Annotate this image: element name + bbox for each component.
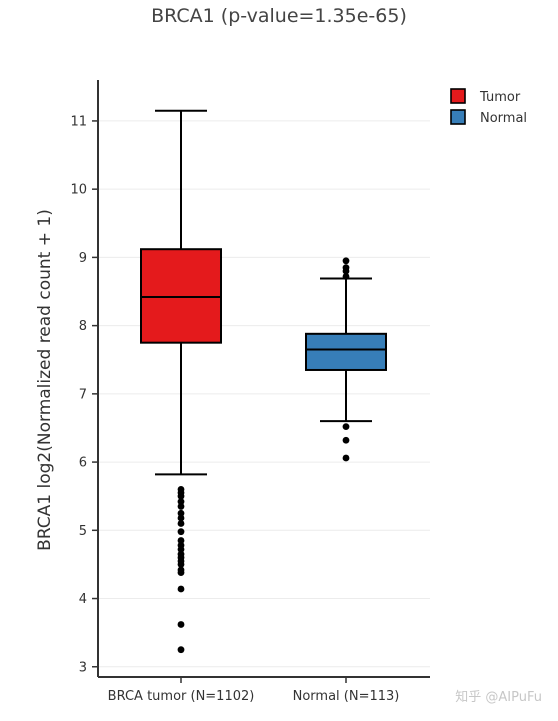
outlier-point-0-11: [177, 546, 185, 553]
outlier-point-0-9: [177, 537, 185, 544]
iqr-box-1: [305, 332, 387, 371]
y-tick-label-4: 4: [79, 592, 87, 607]
outlier-point-0-18: [177, 585, 185, 593]
outlier-point-0-19: [177, 621, 185, 628]
outlier-point-1-5: [342, 436, 350, 444]
outlier-point-0-8: [177, 528, 185, 536]
y-tick-label-8: 8: [79, 319, 87, 334]
outlier-point-1-3: [342, 273, 350, 280]
outlier-point-0-6: [177, 514, 185, 522]
y-tick-label-11: 11: [70, 114, 87, 129]
y-tick-label-5: 5: [79, 524, 87, 539]
chart-title: BRCA1 (p-value=1.35e-65): [151, 5, 407, 27]
outlier-point-0-5: [177, 509, 185, 517]
outlier-point-0-3: [177, 498, 185, 506]
grid-lines: [98, 120, 430, 668]
legend: Tumor Normal: [450, 88, 527, 126]
box-series: [140, 109, 387, 654]
y-tick-label-7: 7: [79, 387, 87, 402]
axes: 3 4 5 6 7 8 9 10 11 BRCA tumor (N=1102) Normal (N=…: [70, 80, 430, 704]
y-axis-label: BRCA1 log2(Normalized read count + 1): [35, 209, 55, 551]
x-tick-label-0: BRCA tumor (N=1102): [108, 689, 255, 704]
outlier-point-0-7: [177, 520, 185, 527]
outlier-point-0-17: [177, 569, 185, 577]
outlier-point-1-0: [342, 257, 350, 265]
outlier-point-0-20: [177, 646, 185, 654]
x-tick-label-1: Normal (N=113): [293, 689, 400, 704]
box-normal: [305, 257, 387, 462]
legend-swatch-0: [450, 88, 466, 104]
outlier-point-0-2: [177, 492, 185, 500]
legend-label-0: Tumor: [479, 90, 521, 105]
box-tumor: [140, 109, 222, 654]
outlier-point-1-4: [342, 423, 350, 431]
outlier-point-1-2: [342, 267, 350, 275]
y-tick-label-9: 9: [79, 251, 87, 266]
y-tick-label-10: 10: [70, 183, 87, 198]
legend-swatch-1: [450, 109, 466, 125]
outlier-point-0-15: [177, 561, 185, 568]
y-tick-label-3: 3: [79, 660, 87, 675]
outlier-point-1-6: [342, 454, 350, 462]
y-tick-label-6: 6: [79, 456, 87, 471]
watermark-text: 知乎 @AIPuFu: [455, 689, 542, 705]
outlier-point-0-4: [177, 503, 185, 510]
iqr-box-0: [140, 248, 222, 344]
legend-label-1: Normal: [480, 111, 527, 126]
